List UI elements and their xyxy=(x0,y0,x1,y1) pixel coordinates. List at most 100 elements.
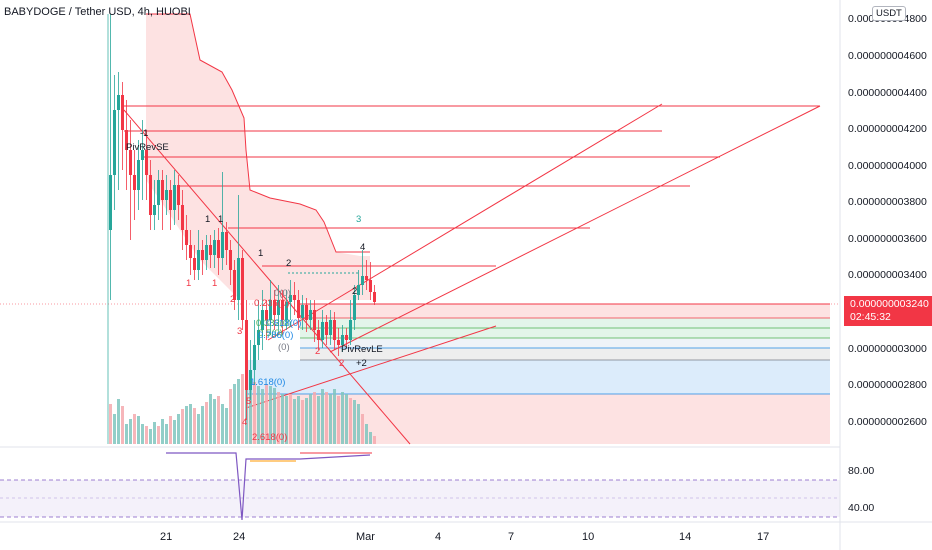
volume-bar xyxy=(169,416,172,444)
volume-bar xyxy=(129,419,132,444)
volume-bar xyxy=(253,382,256,444)
wave-label: 1 xyxy=(186,278,191,289)
candle-body xyxy=(129,150,132,175)
candle-body xyxy=(365,276,368,280)
wave-label: 2 xyxy=(352,286,357,297)
price-label: 0.000000003400 xyxy=(848,269,927,281)
wave-label: 3 xyxy=(237,326,242,337)
time-axis[interactable]: 21 24 Mar 4 7 10 14 17 xyxy=(0,521,932,543)
candle-body xyxy=(361,276,364,285)
volume-bar xyxy=(225,408,228,444)
candle-body xyxy=(353,295,356,320)
candle-body xyxy=(253,345,256,370)
volume-bar xyxy=(209,394,212,444)
price-label: 0.000000002800 xyxy=(848,379,927,391)
time-label: 14 xyxy=(679,531,691,543)
fib-0-label: 0(0) xyxy=(274,288,291,299)
candle-body xyxy=(245,320,248,390)
oscillator-label: 40.00 xyxy=(848,502,874,514)
volume-bar xyxy=(321,389,324,444)
volume-bar xyxy=(237,379,240,444)
candle-body xyxy=(137,160,140,190)
wave-label: 4 xyxy=(360,242,365,253)
candle-body xyxy=(145,150,148,175)
volume-bar xyxy=(177,414,180,444)
volume-bar xyxy=(345,394,348,444)
volume-bar xyxy=(217,396,220,444)
candle-body xyxy=(297,300,300,318)
candle-body xyxy=(189,245,192,258)
volume-bar xyxy=(149,429,152,444)
candle-body xyxy=(113,110,116,175)
fib-paren-label: (0) xyxy=(278,342,290,353)
volume-bars xyxy=(109,366,376,444)
price-label: 0.000000003600 xyxy=(848,233,927,245)
candle-body xyxy=(241,258,244,320)
price-label: 0.000000004400 xyxy=(848,87,927,99)
annotations: PivRevSE -1 PivRevLE +2 0.236(0) 0(0) 0.… xyxy=(126,128,383,443)
candle-body xyxy=(337,340,340,345)
volume-bar xyxy=(257,386,260,444)
volume-bar xyxy=(349,398,352,444)
volume-bar xyxy=(301,400,304,444)
volume-bar xyxy=(249,374,252,444)
candle-body xyxy=(221,232,224,258)
volume-bar xyxy=(145,426,148,444)
wave-label: 2 xyxy=(315,346,320,357)
wave-label: 1 xyxy=(218,214,223,225)
candle-body xyxy=(173,185,176,210)
pivot-long-count: +2 xyxy=(356,358,367,369)
volume-bar xyxy=(185,406,188,444)
candle-body xyxy=(121,95,124,130)
volume-bar xyxy=(277,392,280,444)
trend-lines xyxy=(123,103,821,445)
candle-body xyxy=(169,190,172,210)
price-label: 0.000000004000 xyxy=(848,160,927,172)
volume-bar xyxy=(341,392,344,444)
volume-bar xyxy=(313,392,316,444)
fib-05-label: 0.5(0) xyxy=(258,328,283,339)
volume-bar xyxy=(325,392,328,444)
candle-body xyxy=(273,300,276,315)
candle-body xyxy=(161,180,164,200)
volume-bar xyxy=(193,408,196,444)
volume-bar xyxy=(133,414,136,444)
volume-bar xyxy=(229,389,232,444)
candle-body xyxy=(329,320,332,335)
candles xyxy=(109,14,376,420)
candle-body xyxy=(265,310,268,320)
wave-label: 4 xyxy=(242,417,247,428)
volume-bar xyxy=(285,396,288,444)
volume-bar xyxy=(265,384,268,444)
candle-body xyxy=(205,245,208,260)
candle-body xyxy=(293,295,296,300)
price-label: 0.000000003800 xyxy=(848,196,927,208)
price-label: 0.000000002600 xyxy=(848,416,927,428)
fib-0382-label: 0.382(0) xyxy=(256,318,291,329)
candle-body xyxy=(153,205,156,215)
volume-bar xyxy=(337,396,340,444)
candle-body xyxy=(225,232,228,250)
currency-button[interactable]: USDT xyxy=(872,6,906,21)
volume-bar xyxy=(297,396,300,444)
volume-bar xyxy=(161,419,164,444)
volume-bar xyxy=(289,394,292,444)
candle-body xyxy=(261,310,264,330)
candle-body xyxy=(181,205,184,230)
bar-countdown: 02:45:32 xyxy=(850,311,891,323)
candle-body xyxy=(301,305,304,318)
fib-078-label: 0.786(0) xyxy=(258,330,293,341)
time-label: 21 xyxy=(160,531,172,543)
volume-bar xyxy=(273,388,276,444)
price-axis[interactable]: 0.000000004800 0.000000004600 0.00000000… xyxy=(839,0,927,550)
pivot-long-label: PivRevLE xyxy=(341,344,383,355)
volume-bar xyxy=(261,389,264,444)
volume-bar xyxy=(333,389,336,444)
oscillator-pane xyxy=(0,452,840,521)
symbol-title[interactable]: BABYDOGE / Tether USD, 4h, HUOBI xyxy=(4,6,191,18)
time-label: 4 xyxy=(435,531,441,543)
volume-bar xyxy=(369,432,372,444)
candle-body xyxy=(109,175,112,230)
volume-bar xyxy=(197,414,200,444)
